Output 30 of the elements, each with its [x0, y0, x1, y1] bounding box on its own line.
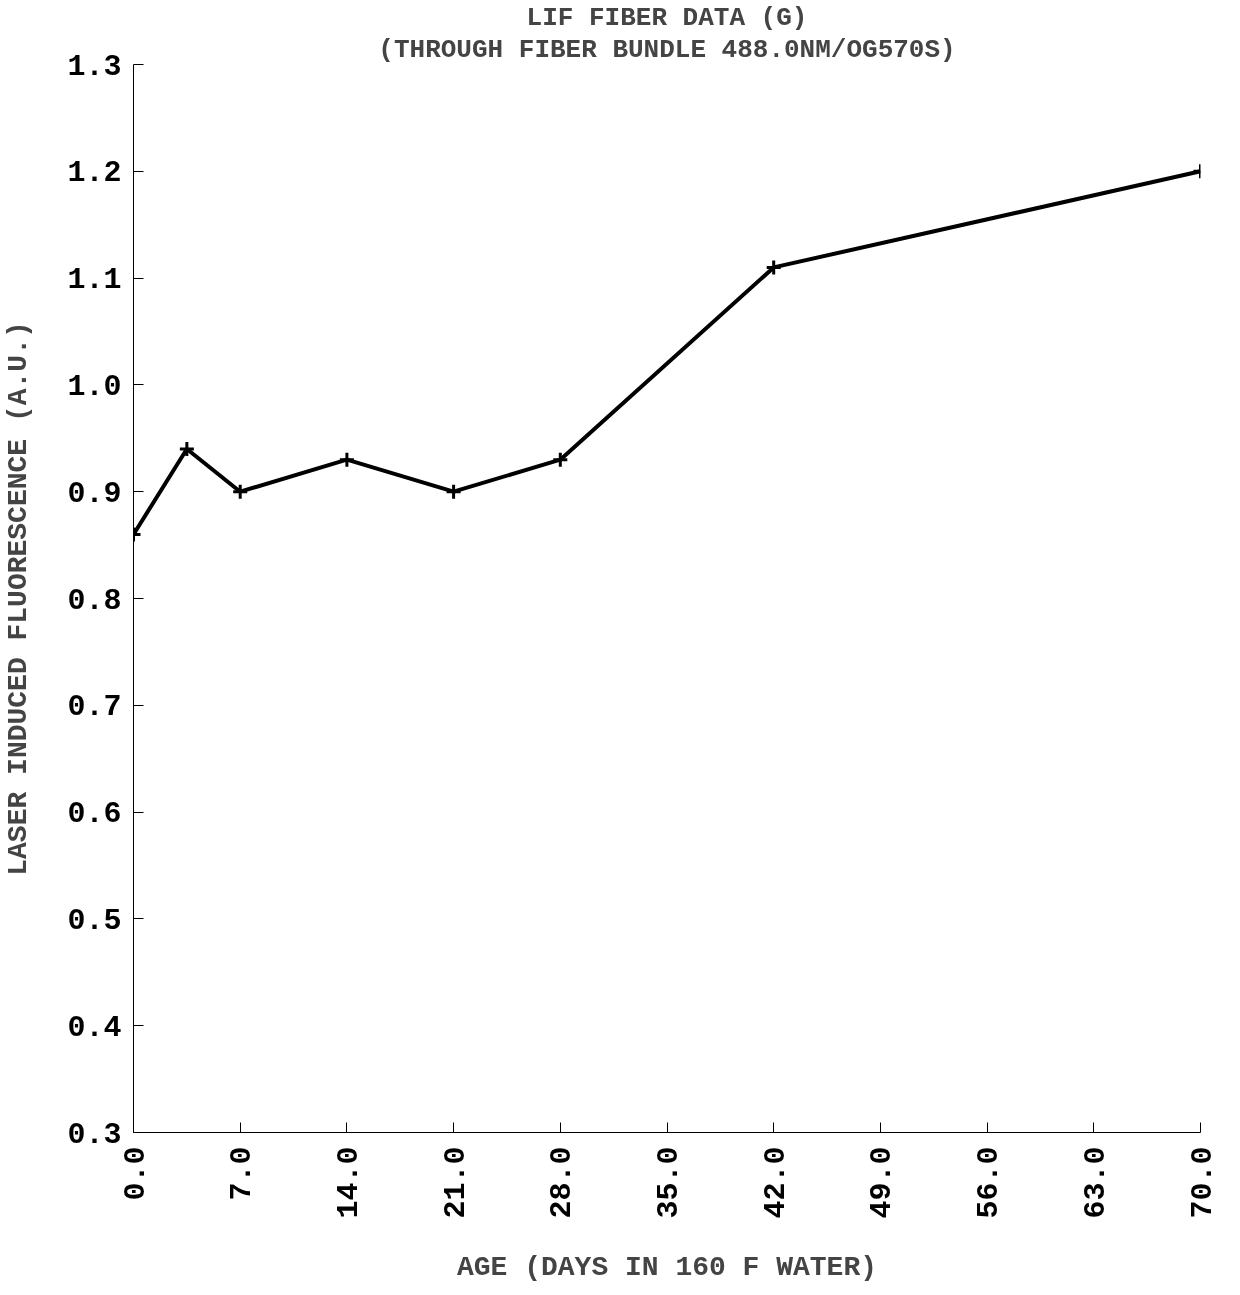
y-tick-label: 1.2 [67, 156, 122, 191]
x-tick-label: 70.0 [1185, 1146, 1220, 1219]
point [338, 451, 356, 469]
point [551, 451, 569, 469]
point [765, 258, 783, 276]
x-tick-label: 63.0 [1078, 1146, 1113, 1219]
x-tick-label: 56.0 [972, 1146, 1007, 1219]
x-tick-label: 49.0 [865, 1146, 900, 1219]
y-tick-label: 0.5 [67, 903, 122, 938]
y-tick-label: 1.1 [67, 263, 122, 298]
x-tick-label: 35.0 [652, 1146, 686, 1219]
point [178, 440, 196, 458]
x-tick-label: 14.0 [331, 1146, 366, 1219]
x-tick-label: 7.0 [225, 1146, 260, 1201]
x-tick-label: 21.0 [438, 1146, 473, 1219]
y-tick-label: 0.8 [67, 583, 122, 618]
y-tick-label: 0.9 [67, 476, 122, 511]
x-tick-label: 28.0 [545, 1146, 580, 1219]
y-axis-title: LASER INDUCED FLUORESCENCE (A.U.) [3, 321, 35, 876]
chart-subtitle: (THROUGH FIBER BUNDLE 488.0NM/OG570S) [378, 34, 956, 65]
x-axis-title: AGE (DAYS IN 160 F WATER) [456, 1251, 878, 1283]
point [231, 483, 249, 501]
y-tick-label: 0.4 [67, 1010, 122, 1045]
y-tick-label: 0.6 [67, 797, 122, 832]
point [445, 483, 463, 501]
x-tick-label: 42.0 [758, 1146, 793, 1219]
chart-title: LIF FIBER DATA (G) [526, 2, 808, 33]
y-tick-label: 0.7 [67, 690, 122, 725]
y-tick-label: 1.3 [67, 49, 122, 84]
y-tick-label: 1.0 [67, 369, 122, 404]
